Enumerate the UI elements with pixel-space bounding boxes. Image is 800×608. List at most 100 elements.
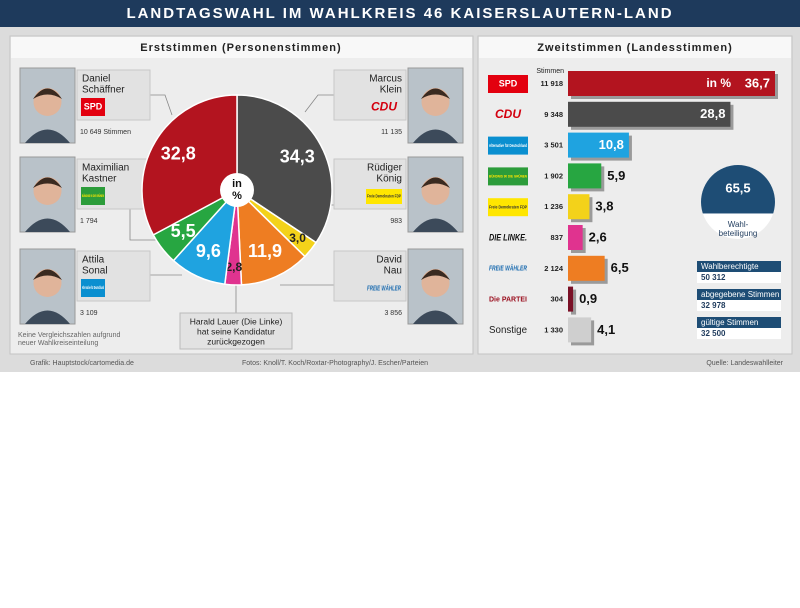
- slice-label: 9,6: [196, 241, 221, 261]
- bar-value: 36,7: [745, 75, 770, 90]
- pie-slice: [141, 94, 238, 236]
- bar: [568, 255, 605, 281]
- votes: 304: [550, 295, 563, 304]
- panel-title: Erststimmen (Personenstimmen): [140, 42, 341, 54]
- stat-label-bg: [697, 317, 781, 328]
- photo-body: [25, 129, 70, 143]
- logo-text: SPD: [499, 78, 518, 88]
- logo-box: [81, 187, 105, 205]
- votes: 11 918: [540, 79, 563, 88]
- logo-text: SPD: [84, 101, 103, 111]
- slice-label: 3,0: [289, 231, 306, 245]
- logo-text: Die PARTEI: [489, 295, 527, 304]
- photo-hair: [33, 177, 62, 188]
- candidate-name: Maximilian: [82, 163, 129, 174]
- candidate-votes: 3 856: [384, 310, 402, 317]
- candidate-name: Rüdiger: [367, 163, 403, 174]
- panel-header: [479, 37, 791, 58]
- bar: [568, 286, 574, 312]
- candidate-name: Kastner: [82, 174, 117, 185]
- leader-line: [150, 94, 173, 116]
- leader-line: [304, 94, 334, 113]
- withdrawn-text: Harald Lauer (Die Linke): [190, 316, 283, 326]
- candidate-votes: 11 135: [381, 129, 402, 136]
- votes: 1 902: [544, 171, 563, 180]
- note: neuer Wahlkreiseinteilung: [18, 340, 98, 347]
- candidate-name: König: [376, 174, 402, 185]
- photo-body: [413, 218, 458, 232]
- votes: 1 236: [544, 202, 563, 211]
- photo-body: [413, 129, 458, 143]
- candidate-name: Klein: [380, 85, 402, 96]
- pie-slice: [236, 188, 306, 286]
- name-box: [333, 250, 407, 302]
- header-title: LANDTAGSWAHL IM WAHLKREIS 46 KAISERSLAUT…: [126, 5, 673, 22]
- panel-title: Zweitstimmen (Landesstimmen): [537, 42, 732, 54]
- photo-hair: [33, 88, 62, 99]
- slice-label: 5,5: [171, 221, 196, 241]
- candidate-name: Sonal: [82, 266, 108, 277]
- unit-label: in %: [706, 76, 731, 90]
- stat-label: abgegebene Stimmen: [701, 290, 779, 299]
- logo-text: FREIE WÄHLER: [367, 284, 401, 292]
- stat-label: gültige Stimmen: [701, 318, 758, 327]
- candidate-votes: 10 649 Stimmen: [80, 129, 131, 136]
- logo-text: CDU: [371, 100, 397, 114]
- stat-value: 32 500: [701, 329, 726, 338]
- pie-center-label: in: [232, 178, 242, 190]
- turnout-caption: beteiligung: [719, 229, 758, 238]
- stat-value: 50 312: [701, 273, 726, 282]
- header-bar: [0, 0, 800, 27]
- bar-value: 5,9: [607, 168, 625, 183]
- logo-text: Alternative für Deutschland: [489, 143, 527, 148]
- photo-hair: [421, 88, 450, 99]
- logo-text: BÜNDNIS 90 DIE GRÜNEN: [82, 193, 104, 198]
- bar: [568, 317, 592, 343]
- stat-label-bg: [697, 261, 781, 272]
- logo-box: [488, 136, 528, 155]
- withdrawn-text: zurückgezogen: [207, 336, 265, 346]
- logo-text: BÜNDNIS 90 DIE GRÜNEN: [489, 173, 527, 178]
- credit: Grafik: Hauptstock/cartomedia.de: [30, 360, 134, 367]
- stat-label-bg: [697, 289, 781, 300]
- votes: 837: [550, 233, 563, 242]
- withdrawn-box: [179, 312, 293, 350]
- pie-center-label: %: [232, 190, 242, 202]
- logo-box: [81, 98, 105, 116]
- credit: Fotos: Knoll/T. Koch/Roxtar-Photography/…: [242, 360, 428, 367]
- candidate-name: Daniel: [82, 74, 110, 85]
- photo-body: [25, 218, 70, 232]
- stat-label: Wahlberechtigte: [701, 262, 759, 271]
- candidate-name: Nau: [384, 266, 402, 277]
- stat-value: 32 978: [701, 301, 726, 310]
- turnout-value: 65,5: [725, 180, 750, 195]
- bar-value: 3,8: [595, 199, 613, 214]
- slice-label: 11,9: [248, 241, 282, 261]
- photo-hair: [421, 269, 450, 280]
- candidate-name: David: [376, 255, 402, 266]
- bar-value: 28,8: [700, 106, 725, 121]
- note: Keine Vergleichszahlen aufgrund: [18, 332, 120, 339]
- candidate-votes: 3 109: [80, 310, 98, 317]
- turnout-caption: Wahl-: [728, 220, 749, 229]
- bar: [568, 225, 583, 250]
- slice-label: 34,3: [280, 146, 315, 166]
- panel-header: [11, 37, 472, 58]
- withdrawn-text: hat seine Kandidatur: [197, 326, 275, 336]
- logo-text: Freie Demokraten FDP: [489, 204, 527, 209]
- candidate-name: Marcus: [369, 74, 402, 85]
- credit: Quelle: Landeswahlleiter: [706, 360, 783, 367]
- logo-text: Freie Demokraten FDP: [367, 194, 401, 199]
- stat-value-bg: [697, 300, 781, 311]
- slice-label: 32,8: [161, 144, 196, 164]
- bar-value: 4,1: [597, 322, 615, 337]
- bar-value: 10,8: [599, 137, 624, 152]
- candidate-name: Schäffner: [82, 85, 125, 96]
- logo-text: DIE LINKE.: [489, 232, 527, 242]
- bar-value: 6,5: [611, 260, 629, 275]
- candidate-votes: 1 794: [80, 218, 98, 225]
- name-box: [333, 69, 407, 121]
- logo-box: [366, 189, 402, 204]
